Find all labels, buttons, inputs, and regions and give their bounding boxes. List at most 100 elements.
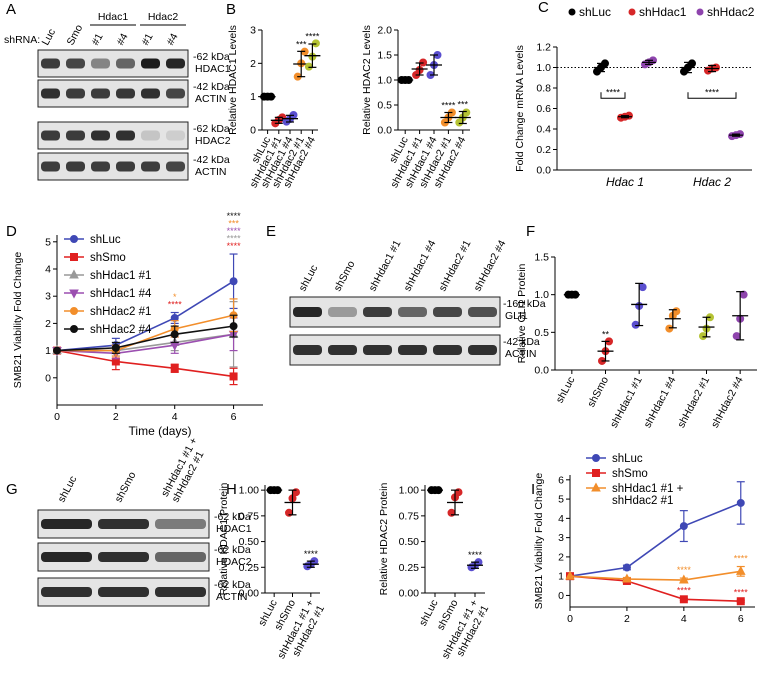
significance: **** bbox=[227, 241, 242, 251]
x-tick-label: shSmo bbox=[585, 375, 611, 410]
significance: **** bbox=[304, 549, 319, 559]
y-tick-label: 1.2 bbox=[536, 42, 551, 54]
band bbox=[293, 307, 322, 317]
series-line bbox=[56, 349, 234, 378]
significance: **** bbox=[468, 550, 483, 560]
band bbox=[398, 307, 427, 317]
x-tick-label: Hdac 2 bbox=[693, 175, 731, 189]
x-tick-label: shHdac1 #1 bbox=[608, 375, 645, 430]
marker bbox=[592, 469, 600, 477]
lane-label: #1 bbox=[90, 31, 106, 47]
y-tick-label: 0.4 bbox=[536, 124, 551, 136]
band bbox=[141, 58, 160, 69]
lane-label: shHdac2 #1 bbox=[437, 238, 474, 293]
y-tick-label: 0 bbox=[45, 372, 51, 384]
significance: **** bbox=[734, 554, 749, 564]
band bbox=[398, 345, 427, 355]
y-tick-label: 1.5 bbox=[534, 252, 549, 264]
band bbox=[328, 345, 357, 355]
band bbox=[91, 161, 110, 172]
marker bbox=[622, 563, 631, 572]
band bbox=[141, 88, 160, 99]
band-size: -62 kDa bbox=[214, 511, 251, 523]
x-tick-label: 6 bbox=[738, 613, 744, 625]
band-size: -62 kDa bbox=[193, 51, 230, 63]
band-size: -42 kDa bbox=[193, 154, 230, 166]
significance: **** bbox=[677, 585, 692, 595]
series-line bbox=[569, 502, 742, 577]
lane-label: #1 bbox=[140, 31, 156, 47]
band bbox=[41, 58, 60, 69]
band bbox=[433, 307, 462, 317]
legend-marker bbox=[628, 8, 636, 16]
y-tick-label: 4 bbox=[558, 513, 564, 525]
y-tick-label: 1.0 bbox=[377, 75, 392, 87]
y-tick-label: 0.0 bbox=[536, 165, 551, 177]
lane-label: #4 bbox=[165, 31, 181, 47]
marker bbox=[304, 62, 313, 71]
band bbox=[141, 130, 160, 141]
band-size: -62 kDa bbox=[214, 544, 251, 556]
y-tick-label: 1.0 bbox=[536, 62, 551, 74]
legend-label: shHdac2 #4 bbox=[90, 324, 152, 336]
marker bbox=[679, 522, 688, 531]
panel-label: A bbox=[6, 1, 16, 18]
y-tick-label: 0.0 bbox=[377, 125, 392, 137]
marker bbox=[229, 322, 238, 331]
y-tick-label: 0.5 bbox=[534, 327, 549, 339]
marker bbox=[70, 253, 78, 261]
protein-label: ACTIN bbox=[505, 348, 537, 360]
x-axis-label: Time (days) bbox=[129, 424, 192, 438]
significance: * bbox=[173, 292, 177, 302]
band bbox=[293, 345, 322, 355]
x-tick-label: 4 bbox=[681, 613, 687, 625]
marker bbox=[229, 372, 238, 381]
panel-label: D bbox=[6, 223, 17, 240]
marker bbox=[638, 283, 647, 292]
series-line bbox=[56, 333, 234, 355]
x-tick-label: shHdac2 #1 bbox=[675, 375, 712, 430]
marker bbox=[53, 346, 61, 355]
band bbox=[468, 345, 497, 355]
band bbox=[66, 58, 85, 69]
band bbox=[155, 587, 206, 597]
series-line bbox=[56, 280, 234, 352]
marker bbox=[688, 59, 696, 68]
y-tick-label: 0.6 bbox=[536, 103, 551, 115]
lane-label: shSmo bbox=[332, 259, 358, 294]
band bbox=[468, 307, 497, 317]
y-tick-label: 0.00 bbox=[239, 588, 260, 600]
protein-label: ACTIN bbox=[195, 166, 227, 178]
y-tick-label: 2 bbox=[250, 58, 256, 70]
marker bbox=[69, 269, 79, 279]
y-axis-label: Relative HDAC2 Protein bbox=[378, 483, 390, 596]
series-line bbox=[569, 575, 741, 603]
blot-strip bbox=[37, 152, 189, 181]
band bbox=[41, 552, 92, 562]
band bbox=[116, 161, 135, 172]
band bbox=[166, 58, 185, 69]
protein-label: ACTIN bbox=[195, 93, 227, 105]
blot-prefix: shRNA: bbox=[4, 34, 40, 46]
y-axis-label: SMB21 Viability Fold Change bbox=[12, 252, 24, 389]
legend-label: shHdac1 bbox=[639, 5, 687, 19]
y-tick-label: 0.0 bbox=[534, 365, 549, 377]
y-axis-label: Relative HDAC2 Levels bbox=[361, 25, 373, 135]
y-tick-label: 3 bbox=[250, 25, 256, 37]
legend-label: shLuc bbox=[612, 453, 643, 465]
legend-marker bbox=[696, 8, 704, 16]
significance: *** bbox=[296, 39, 307, 49]
y-tick-label: 0.5 bbox=[377, 100, 392, 112]
y-tick-label: 5 bbox=[45, 236, 51, 248]
blot-strip bbox=[289, 334, 501, 366]
legend-label: shHdac1 #4 bbox=[90, 288, 152, 300]
marker bbox=[735, 565, 746, 575]
y-tick-label: 0 bbox=[558, 590, 564, 602]
significance: ** bbox=[602, 329, 610, 339]
x-tick-label: shHdac2 #4 bbox=[709, 375, 746, 430]
significance: **** bbox=[305, 31, 320, 41]
band bbox=[41, 587, 92, 597]
y-tick-label: 1 bbox=[250, 91, 256, 103]
y-tick-label: 1.00 bbox=[399, 485, 420, 497]
